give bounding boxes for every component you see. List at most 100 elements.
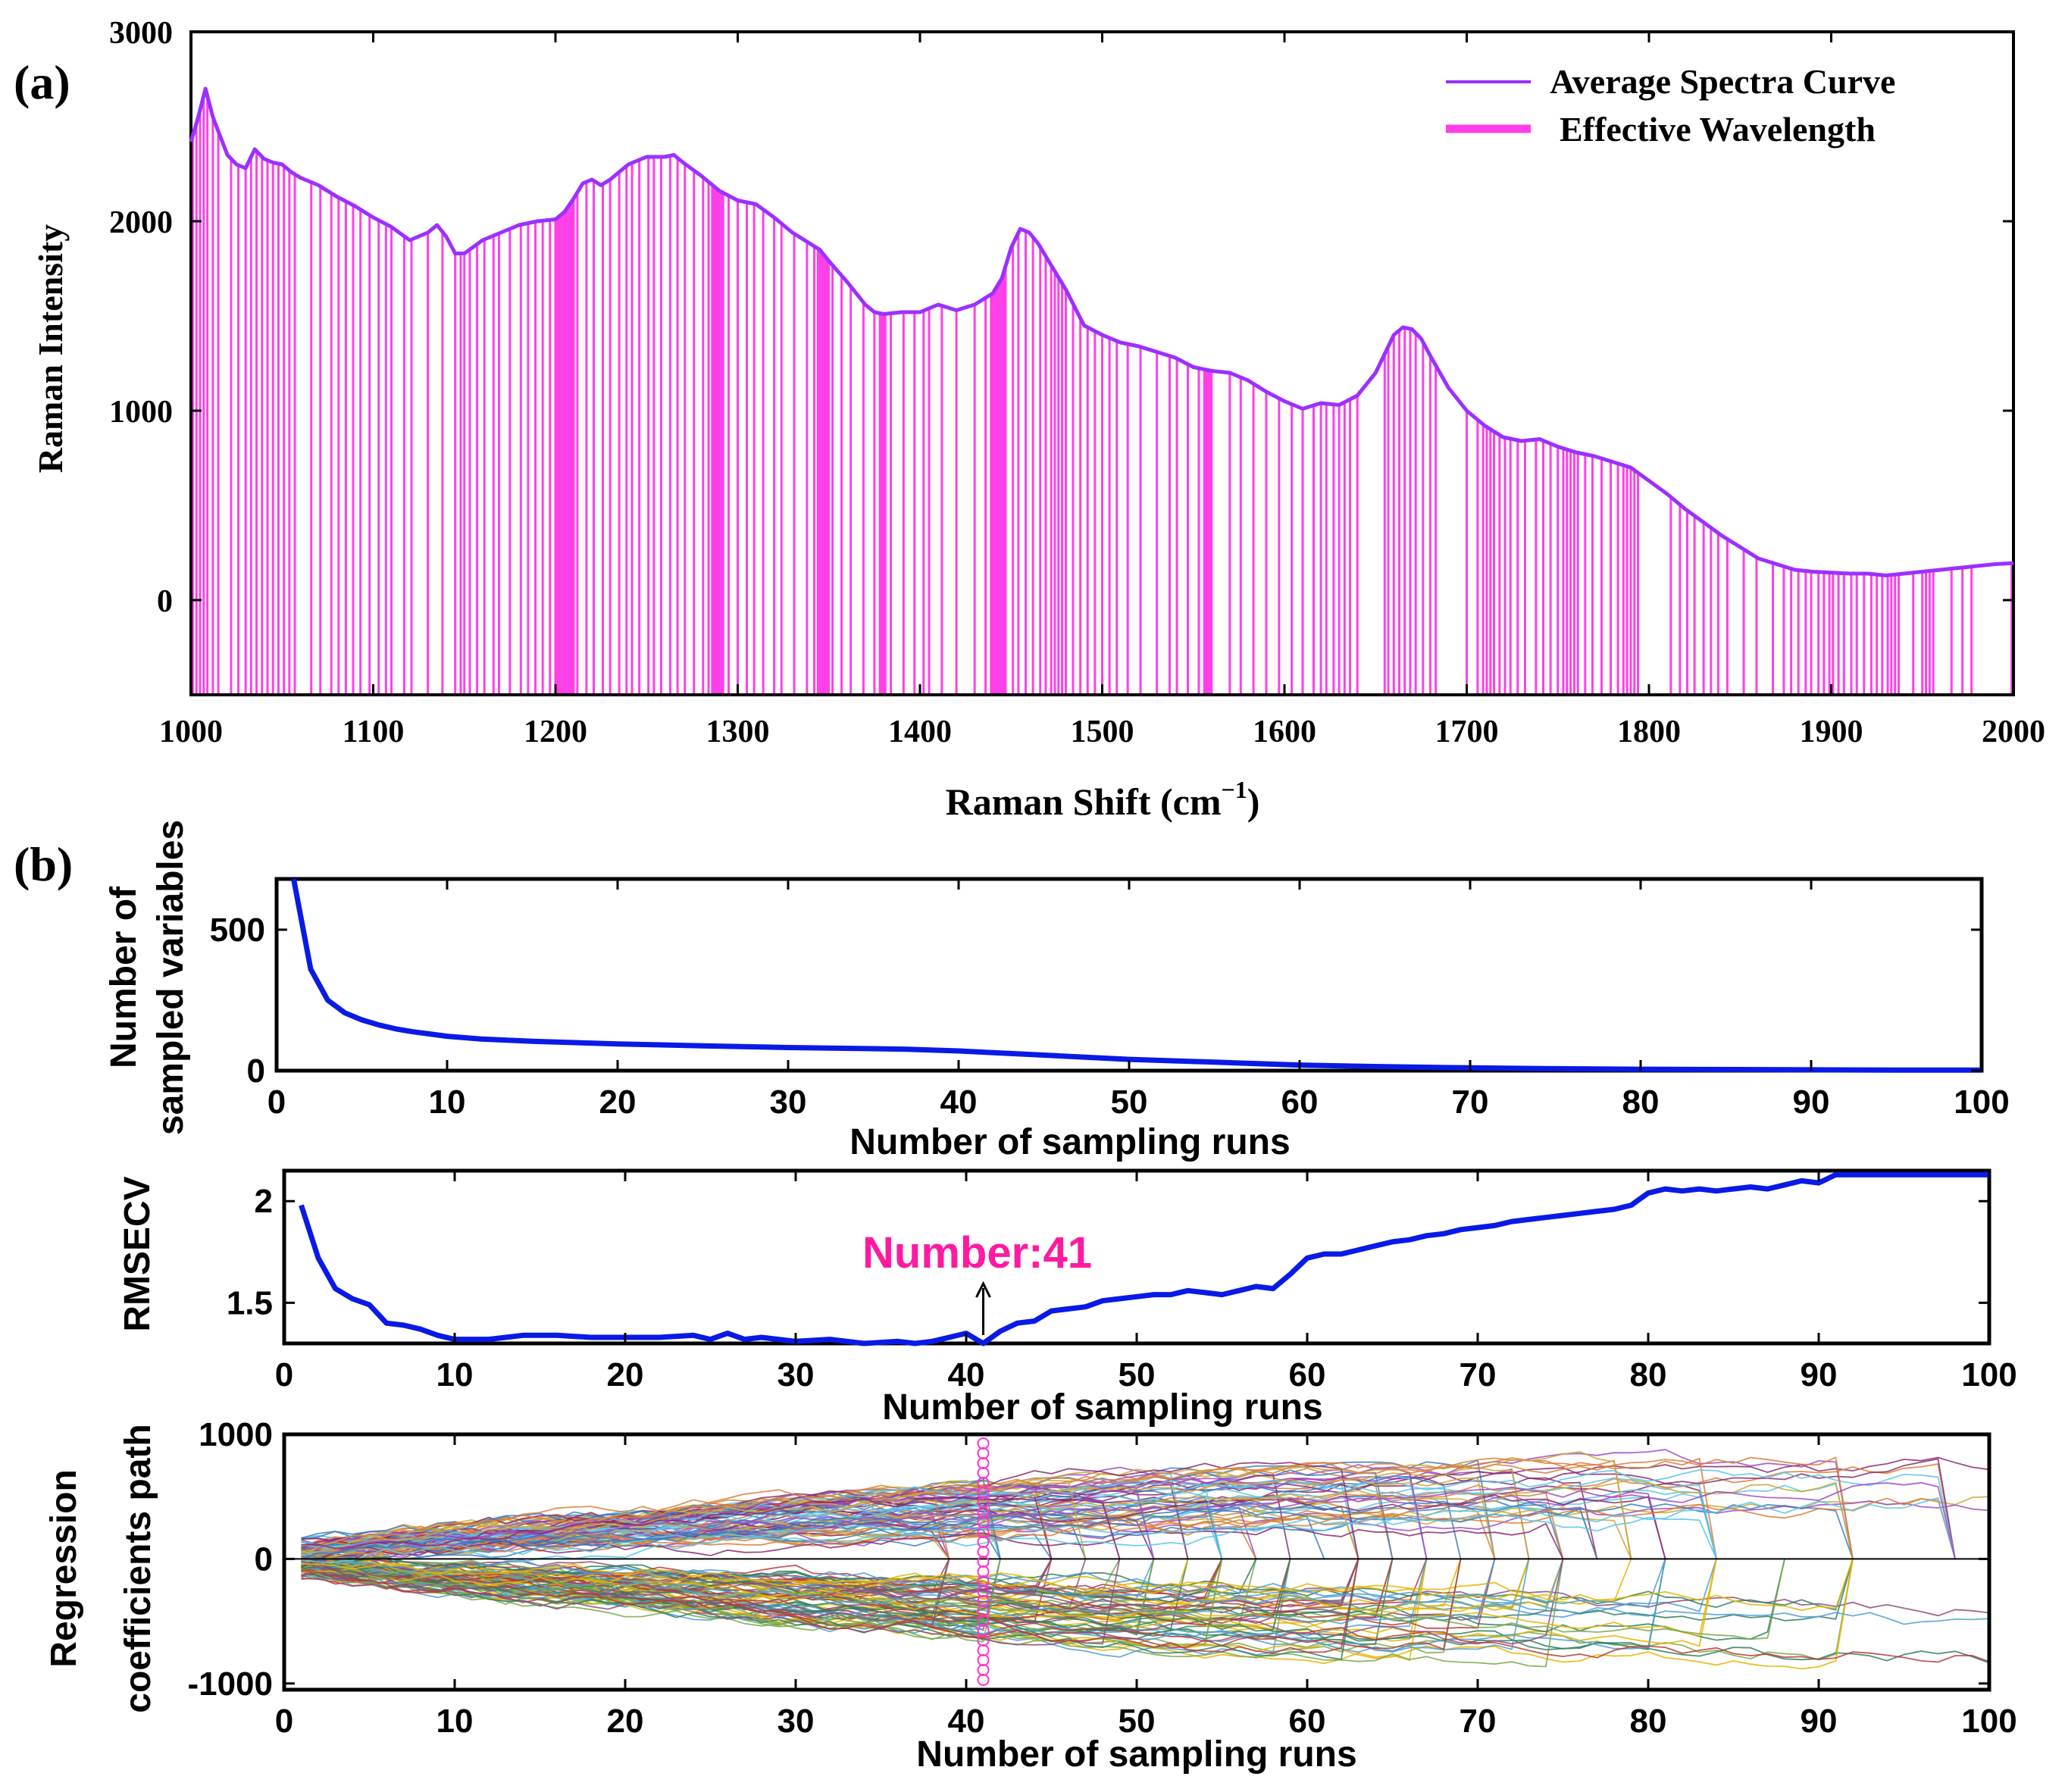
marker-circle [977, 1457, 990, 1469]
panel-b3-x-ticks: 0 10 20 30 40 50 60 70 80 90 100 [275, 1434, 2017, 1740]
coefficient-path [301, 1546, 1257, 1603]
panel-b2: 0 10 20 30 40 50 60 70 80 90 100 1.52 Number:41 Nu… [117, 1168, 2017, 1428]
regression-coefficient-paths [300, 1449, 1990, 1670]
panel-b2-xlabel: Number of sampling runs [882, 1387, 1322, 1428]
y-tick-label: 0 [247, 1052, 265, 1090]
marker-circle [977, 1556, 990, 1568]
panel-b2-y-ticks: 1.52 [227, 1183, 1989, 1321]
y-tick-label: 0 [157, 584, 173, 619]
x-tick-label: 20 [607, 1703, 644, 1740]
x-tick-label: 30 [778, 1703, 815, 1740]
coefficient-path [301, 1559, 1666, 1653]
legend-label-effective: Effective Wavelength [1560, 110, 1876, 149]
x-tick-label: 90 [1793, 1084, 1830, 1121]
arrow-head [975, 1281, 991, 1298]
y-tick-label: 1000 [199, 1416, 273, 1453]
panel-a: (a) 1000 1100 1200 1300 1400 1500 1600 1700 1800… [14, 16, 2045, 823]
x-tick-label: 2000 [1982, 715, 2045, 749]
panel-a-x-ticks: 1000 1100 1200 1300 1400 1500 1600 1700 1800 1900… [159, 32, 2045, 749]
y-tick-label: 0 [255, 1540, 273, 1578]
marker-circle [977, 1437, 990, 1450]
y-tick-label: 3000 [109, 16, 173, 51]
x-tick-label: 1300 [706, 715, 770, 749]
marker-circle [977, 1654, 990, 1666]
y-tick-label: 1000 [109, 395, 173, 430]
coefficient-path [301, 1559, 1854, 1661]
x-tick-label: 100 [1954, 1084, 2009, 1121]
y-tick-label: 1.5 [227, 1284, 273, 1321]
x-tick-label: 60 [1281, 1084, 1319, 1121]
y-tick-label: 2000 [109, 205, 173, 240]
x-tick-label: 10 [436, 1356, 474, 1393]
panel-b3-y-ticks: -1000 0 1000 [187, 1416, 1989, 1703]
marker-circle [977, 1467, 990, 1479]
selected-run-marker [977, 1437, 990, 1686]
coefficient-path [301, 1503, 1854, 1569]
coefficient-path [301, 1456, 1854, 1559]
x-tick-label: 70 [1460, 1703, 1497, 1740]
coefficient-path [301, 1559, 1717, 1637]
coefficient-path [301, 1559, 1666, 1607]
y-tick-label: 2 [255, 1183, 273, 1220]
marker-circle [977, 1664, 990, 1676]
x-tick-label: 90 [1801, 1356, 1838, 1393]
rmsecv-curve [299, 1171, 1989, 1346]
coefficient-path [301, 1477, 1496, 1559]
panel-b1-ylabel-line2: sampled variables [151, 820, 191, 1135]
panel-b2-ylabel: RMSECV [117, 1176, 158, 1331]
panel-b1: 0 10 20 30 40 50 60 70 80 90 100 0 500 Number of sa… [104, 820, 2010, 1162]
marker-circle [977, 1565, 990, 1578]
coefficient-path [301, 1559, 1564, 1645]
x-tick-label: 40 [948, 1703, 985, 1740]
x-tick-label: 30 [778, 1356, 815, 1393]
coefficient-path [301, 1479, 1223, 1559]
coefficient-path [301, 1507, 1325, 1569]
panel-b1-y-ticks: 0 500 [210, 912, 1982, 1090]
panel-b2-x-ticks: 0 10 20 30 40 50 60 70 80 90 100 [275, 1171, 2017, 1393]
coefficient-path [301, 1559, 1359, 1661]
x-tick-label: 50 [1111, 1084, 1148, 1121]
x-tick-label: 0 [275, 1703, 293, 1740]
rmsecv-min-arrow [975, 1281, 991, 1335]
x-tick-label: 30 [770, 1084, 807, 1121]
x-tick-label: 70 [1452, 1084, 1489, 1121]
legend-label-spectra: Average Spectra Curve [1550, 62, 1895, 101]
x-tick-label: 0 [275, 1356, 293, 1393]
average-spectra-curve [189, 86, 2014, 577]
coefficient-path [301, 1500, 1598, 1560]
panel-b3-xlabel: Number of sampling runs [916, 1734, 1356, 1775]
panel-b1-xlabel: Number of sampling runs [849, 1122, 1290, 1162]
panel-b3-ylabel-line2: coefficients path [118, 1424, 158, 1712]
x-tick-label: 80 [1630, 1356, 1667, 1393]
x-tick-label: 1000 [159, 715, 223, 749]
x-tick-label: 80 [1622, 1084, 1660, 1121]
coefficient-path [301, 1559, 1223, 1649]
marker-circle [977, 1546, 990, 1558]
x-tick-label: 100 [1961, 1703, 2017, 1740]
sampled-variables-curve [291, 878, 1982, 1073]
x-tick-label: 60 [1289, 1703, 1326, 1740]
coefficient-path [301, 1559, 1854, 1612]
panel-b1-ylabel-line1: Number of [104, 886, 144, 1068]
x-tick-label: 1900 [1800, 715, 1863, 749]
x-tick-label: 50 [1119, 1356, 1156, 1393]
coefficient-path [301, 1478, 1087, 1559]
panel-a-y-ticks: 0 1000 2000 3000 [109, 16, 2013, 619]
panel-b2-frame [282, 1168, 1991, 1346]
coefficient-path [301, 1497, 1956, 1560]
panel-a-legend: Average Spectra Curve Effective Waveleng… [1446, 62, 1895, 149]
coefficient-path [301, 1559, 1291, 1632]
x-tick-label: 70 [1460, 1356, 1497, 1393]
x-tick-label: 100 [1961, 1356, 2017, 1393]
x-tick-label: 50 [1119, 1703, 1156, 1740]
coefficient-path [301, 1571, 1990, 1663]
coefficient-path [301, 1559, 1359, 1654]
x-tick-label: 1400 [888, 715, 952, 749]
x-tick-label: 20 [607, 1356, 644, 1393]
x-tick-label: 1200 [524, 715, 587, 749]
panel-a-label: (a) [14, 55, 70, 109]
coefficient-path [301, 1462, 1359, 1559]
x-tick-label: 20 [599, 1084, 637, 1121]
